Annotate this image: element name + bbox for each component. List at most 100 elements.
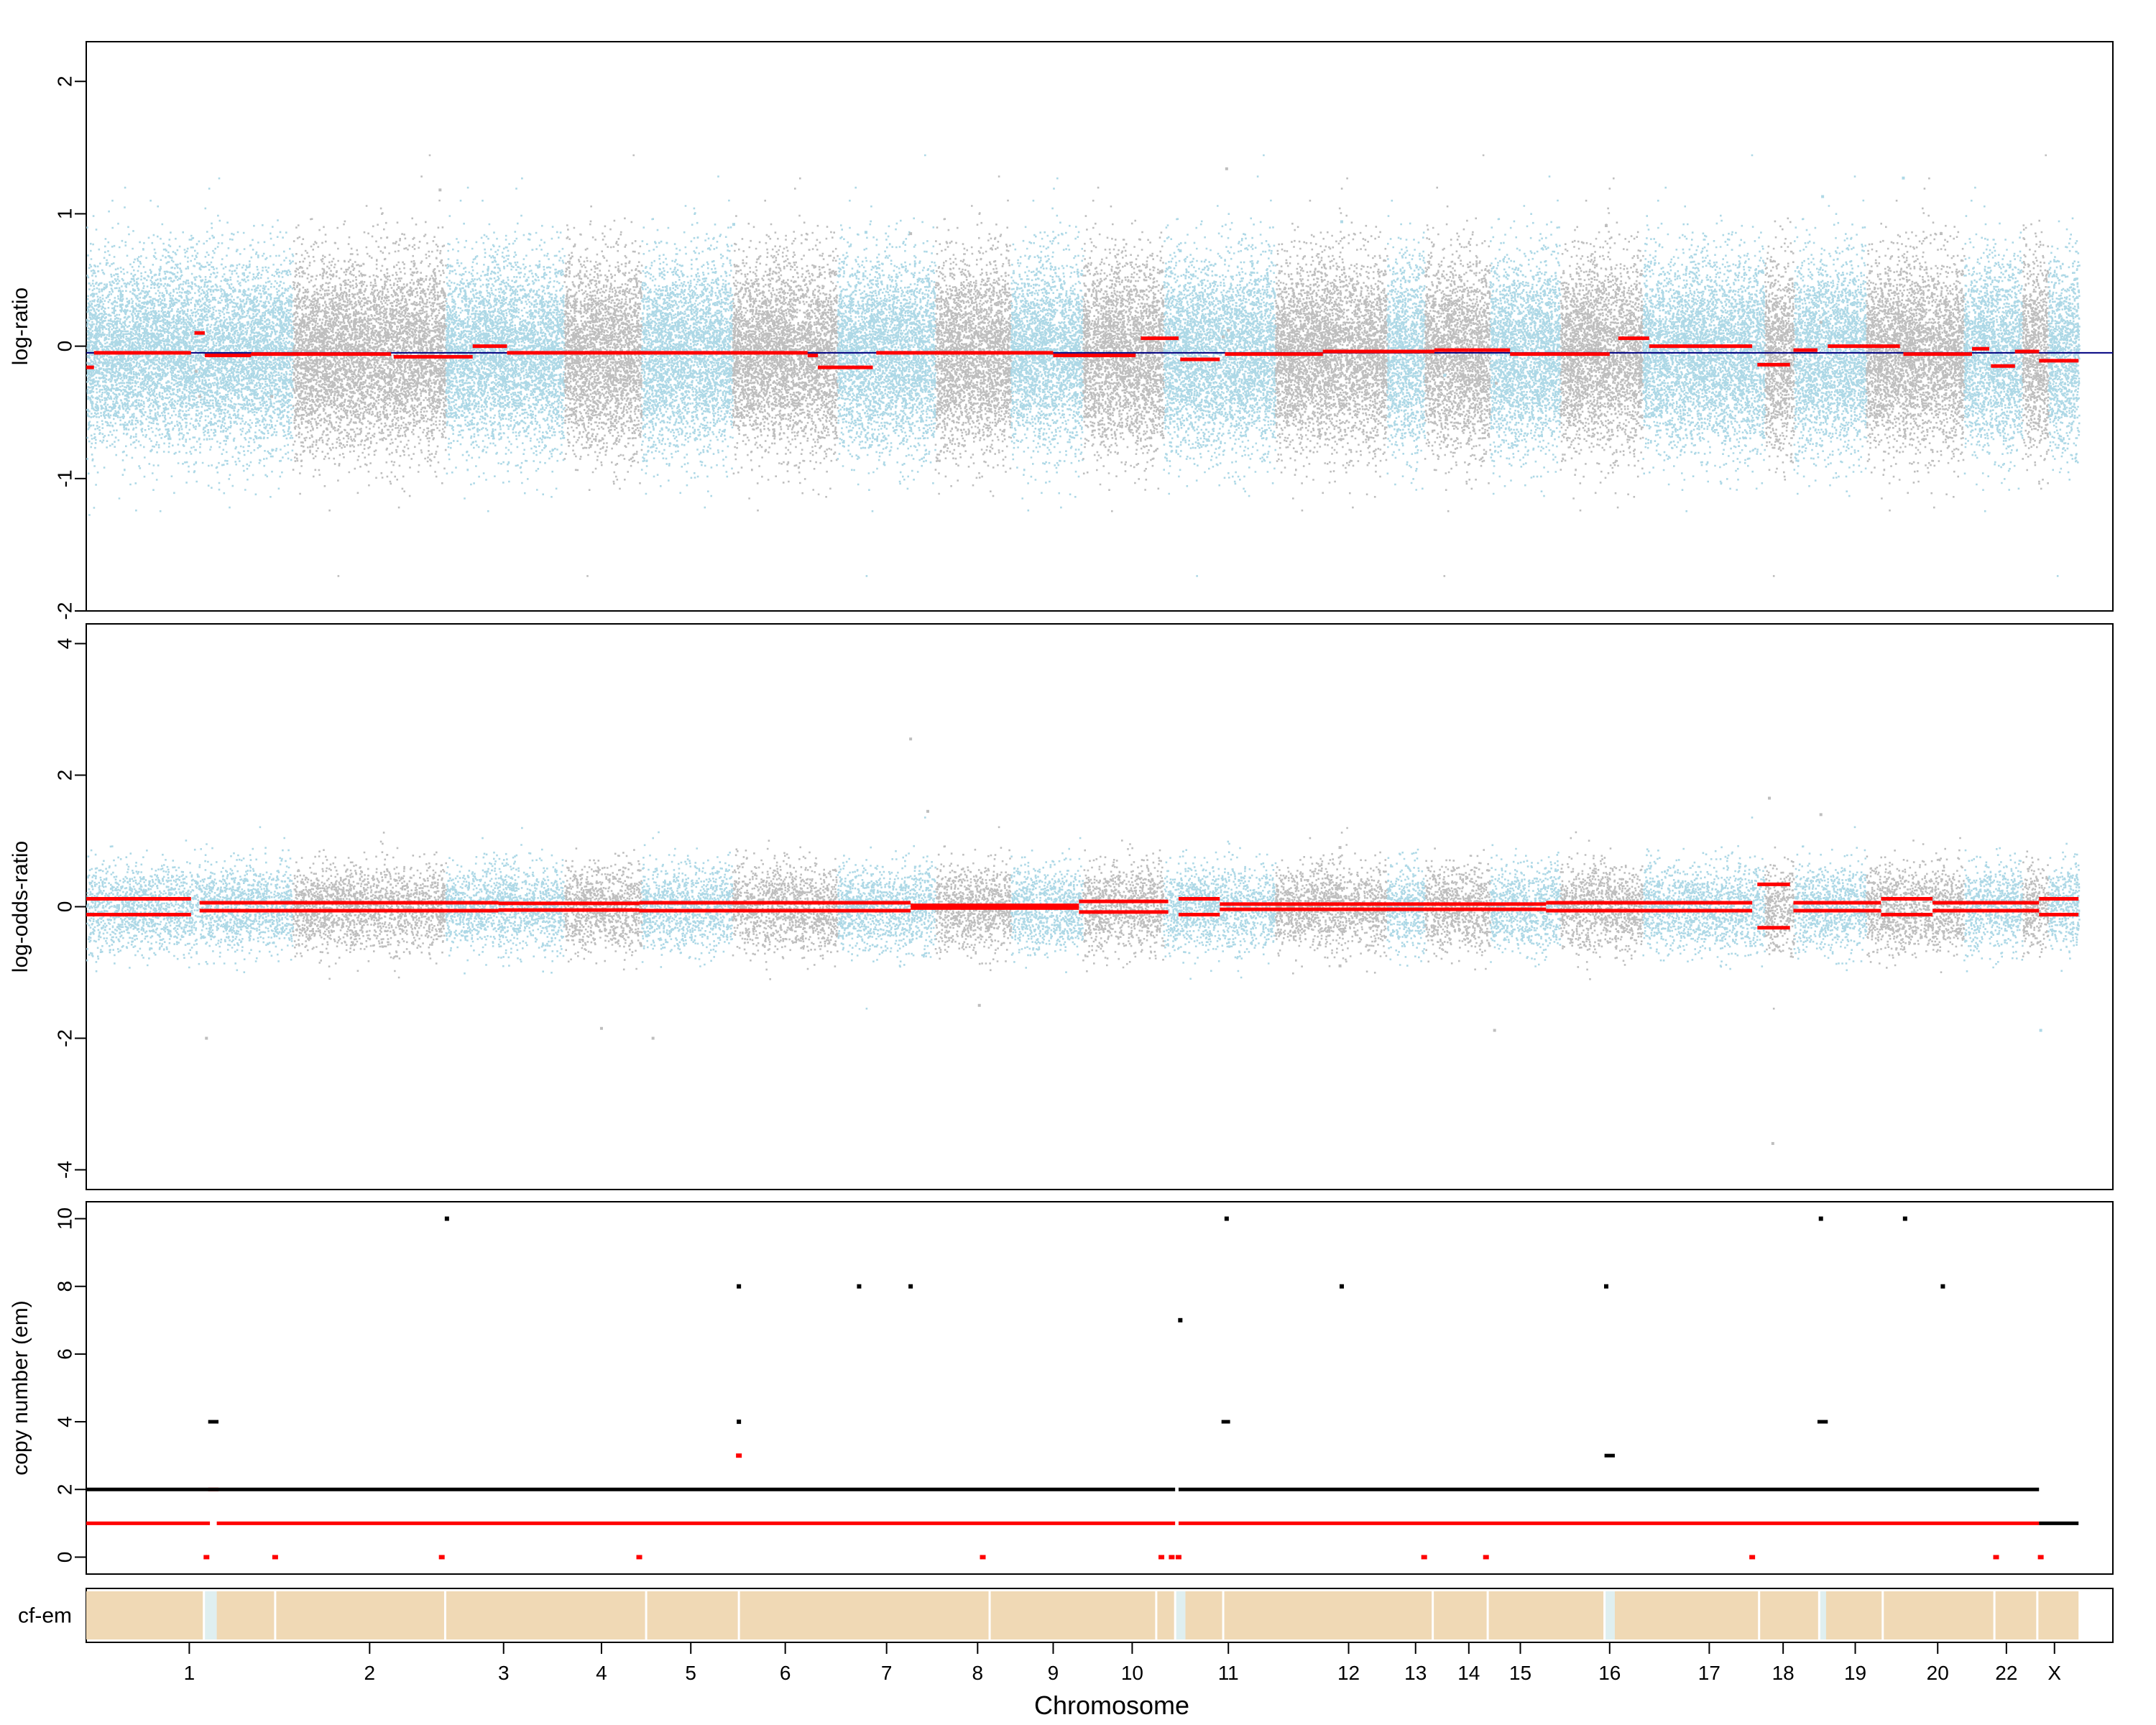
minor-cn-point bbox=[2037, 1555, 2044, 1560]
y-tick-label: 6 bbox=[54, 1348, 76, 1360]
x-tick-label: 19 bbox=[1844, 1662, 1866, 1684]
chromosome-point-band bbox=[1010, 177, 1084, 512]
x-tick-label: 15 bbox=[1509, 1662, 1531, 1684]
copy-number-panel: 0 2 4 6 8 10 copy number (em) bbox=[9, 1201, 2114, 1575]
x-tick-label: 16 bbox=[1598, 1662, 1621, 1684]
outlier-point bbox=[198, 395, 201, 398]
outlier-point bbox=[438, 388, 442, 392]
outlier-point bbox=[651, 1036, 655, 1040]
chromosome-point-band bbox=[1764, 217, 1796, 577]
chromosome-point-band bbox=[1489, 844, 1562, 967]
chromosome-point-band bbox=[563, 154, 643, 577]
y-tick-label: 1 bbox=[54, 208, 76, 220]
outlier-point bbox=[1168, 384, 1171, 387]
x-tick-label: 3 bbox=[498, 1662, 510, 1684]
chromosome-point-band bbox=[934, 175, 1013, 497]
chromosome-point-band bbox=[1560, 177, 1644, 512]
total-cn-point bbox=[1604, 1284, 1608, 1289]
y-tick-label: 4 bbox=[54, 1416, 76, 1427]
chromosome-point-band bbox=[1082, 840, 1165, 972]
chromosome-point-band bbox=[86, 177, 295, 516]
x-tick-label: 13 bbox=[1404, 1662, 1427, 1684]
chromosome-point-band bbox=[640, 175, 734, 509]
x-tick-label: 14 bbox=[1457, 1662, 1480, 1684]
chromosome-point-band bbox=[292, 154, 448, 577]
log-odds-ratio-panel: -4 -2 0 2 4 log-odds-ratio bbox=[9, 623, 2114, 1190]
outlier-point bbox=[909, 737, 913, 741]
outlier-point bbox=[1783, 388, 1787, 392]
x-tick-label: 4 bbox=[596, 1662, 607, 1684]
outlier-point bbox=[1605, 224, 1608, 228]
outlier-point bbox=[1771, 1141, 1774, 1145]
x-tick-label: 22 bbox=[1995, 1662, 2017, 1684]
outlier-point bbox=[1902, 176, 1905, 180]
x-tick-label: 9 bbox=[1048, 1662, 1059, 1684]
chromosome-point-band bbox=[86, 826, 295, 973]
outlier-point bbox=[740, 336, 744, 340]
data-points bbox=[86, 154, 2081, 577]
outlier-point bbox=[732, 223, 735, 226]
total-cn-point bbox=[1224, 1216, 1229, 1221]
outlier-point bbox=[1338, 846, 1342, 850]
y-tick-label: 8 bbox=[54, 1281, 76, 1292]
chromosome-point-band bbox=[1865, 837, 1966, 973]
y-tick-label: 0 bbox=[54, 901, 76, 913]
outlier-point bbox=[864, 231, 867, 234]
y-axis-label: log-ratio bbox=[9, 288, 32, 365]
minor-cn-point bbox=[1158, 1555, 1165, 1560]
outlier-point bbox=[1819, 321, 1823, 324]
outlier-point bbox=[1821, 195, 1825, 198]
chromosome-point-band bbox=[445, 177, 566, 512]
total-cn-point bbox=[444, 1216, 449, 1221]
outlier-point bbox=[270, 395, 274, 398]
outlier-point bbox=[1768, 796, 1772, 800]
outlier-point bbox=[926, 809, 930, 813]
cellularity-panel: cf-em1 2 3 4 5 6 7 8 9 10 11 12 13 14 15 16 17 18 19 20 22 X bbox=[18, 1588, 2114, 1684]
chromosome-point-band bbox=[1386, 199, 1427, 491]
y-tick-label: -2 bbox=[54, 602, 76, 620]
x-tick-label: 1 bbox=[184, 1662, 195, 1684]
minor-cn-point bbox=[1421, 1555, 1427, 1560]
outlier-point bbox=[1227, 328, 1230, 332]
outlier-point bbox=[2039, 1029, 2042, 1032]
total-cn-point bbox=[908, 1284, 913, 1289]
chromosome-point-band bbox=[640, 831, 734, 968]
chromosome-point-band bbox=[1642, 154, 1766, 512]
total-cn-point bbox=[737, 1284, 742, 1289]
x-tick-label: 11 bbox=[1218, 1662, 1239, 1684]
y-tick-label: 4 bbox=[54, 638, 76, 650]
y-tick-label: 0 bbox=[54, 1552, 76, 1563]
log-ratio-panel: -2 -1 0 1 2 log-ratio bbox=[9, 41, 2114, 620]
outlier-point bbox=[1443, 374, 1447, 377]
outlier-point bbox=[1179, 249, 1182, 253]
cellularity-gap bbox=[204, 1591, 217, 1639]
chromosome-point-band bbox=[1163, 154, 1277, 577]
outlier-point bbox=[909, 232, 913, 236]
outlier-point bbox=[194, 369, 198, 373]
minor-cn-point bbox=[438, 1555, 445, 1560]
outlier-point bbox=[1998, 374, 2001, 377]
y-tick-label: 10 bbox=[54, 1208, 76, 1230]
total-cn-point bbox=[857, 1284, 862, 1289]
minor-cn-point bbox=[636, 1555, 642, 1560]
x-tick-label: 7 bbox=[881, 1662, 893, 1684]
chromosome-point-band bbox=[1386, 848, 1427, 967]
cellularity-gap bbox=[1819, 1591, 1826, 1639]
outlier-point bbox=[1940, 232, 1943, 236]
outlier-point bbox=[977, 1003, 981, 1007]
cellularity-label: cf-em bbox=[18, 1604, 72, 1628]
total-cn-point bbox=[1339, 1284, 1344, 1289]
outlier-point bbox=[634, 382, 637, 385]
y-tick-label: 2 bbox=[54, 1484, 76, 1495]
y-tick-label: -2 bbox=[54, 1029, 76, 1047]
chromosome-point-band bbox=[1865, 177, 1966, 512]
outlier-point bbox=[1222, 335, 1225, 339]
outlier-point bbox=[980, 382, 983, 385]
segments bbox=[86, 882, 2079, 930]
x-tick-label: 2 bbox=[364, 1662, 376, 1684]
outlier-point bbox=[1493, 1029, 1496, 1032]
x-tick-label: 6 bbox=[780, 1662, 791, 1684]
minor-cn-point bbox=[1175, 1555, 1181, 1560]
x-tick-label: X bbox=[2047, 1662, 2061, 1684]
